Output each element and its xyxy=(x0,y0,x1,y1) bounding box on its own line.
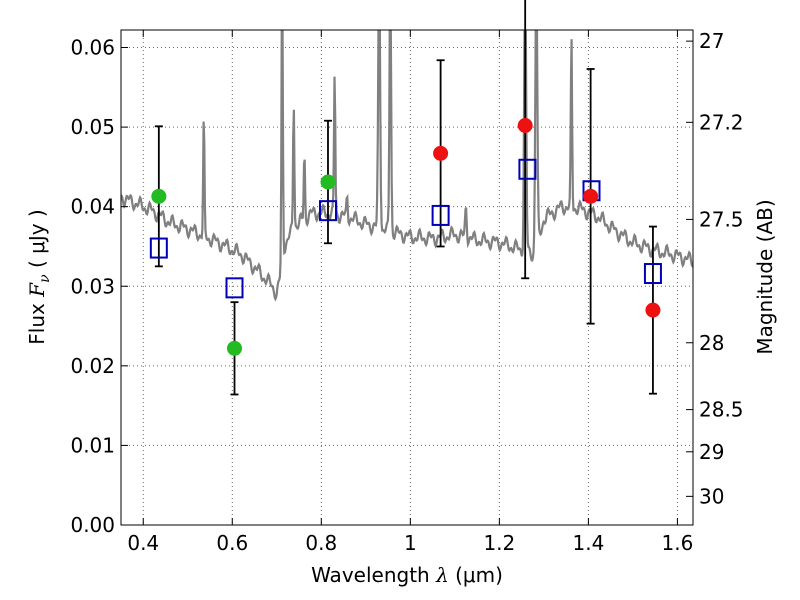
plot-frame xyxy=(120,29,694,526)
y-tick-label: 0.05 xyxy=(70,115,115,139)
observed-point-green xyxy=(320,174,336,190)
y2-axis-label: Magnitude (AB) xyxy=(753,199,777,354)
observed-point-green xyxy=(151,188,167,204)
y2-tick-label: 27.5 xyxy=(699,207,744,231)
y2-tick-label: 30 xyxy=(699,484,724,508)
x-tick-label: 1.4 xyxy=(572,531,604,555)
y2-tick-label: 29 xyxy=(699,440,724,464)
x-tick-label: 1.2 xyxy=(483,531,515,555)
model-photometry-square xyxy=(225,277,244,299)
observed-point-red xyxy=(583,188,599,204)
y2-tick-label: 27 xyxy=(699,29,724,53)
tick-layer: 0.4 0.6 0.8 1 1.2 1.4 1.6 0.00 0.01 0.02 0.03 0.04 0… xyxy=(70,29,743,555)
y-tick-label: 0.06 xyxy=(70,36,115,60)
y-tick-label: 0.03 xyxy=(70,274,115,298)
observed-point-red xyxy=(433,145,449,161)
x-tick-label: 0.6 xyxy=(216,531,248,555)
y-tick-label: 0.02 xyxy=(70,354,115,378)
y2-tick-label: 28.5 xyxy=(699,398,744,422)
x-tick-label: 1.6 xyxy=(662,531,694,555)
model-photometry-square xyxy=(518,158,537,180)
x-tick-label: 0.8 xyxy=(305,531,337,555)
x-tick-label: 1 xyxy=(404,531,417,555)
y2-tick-label: 27.2 xyxy=(699,110,744,134)
y-tick-label: 0.01 xyxy=(70,433,115,457)
x-tick-label: 0.4 xyxy=(127,531,159,555)
plot-background xyxy=(121,30,693,525)
x-axis-label: Wavelength λ (μm) xyxy=(311,563,503,587)
y2-tick-label: 28 xyxy=(699,331,724,355)
y-tick-label: 0.00 xyxy=(70,513,115,537)
observed-point-red xyxy=(517,117,533,133)
y-tick-label: 0.04 xyxy=(70,195,115,219)
model-photometry-square xyxy=(149,237,168,259)
model-photometry-square xyxy=(431,204,450,226)
model-photometry-square xyxy=(318,200,337,222)
y-axis-label: Flux Fν ( μJy ) xyxy=(25,209,53,344)
observed-point-green xyxy=(227,340,243,356)
observed-point-red xyxy=(645,302,661,318)
model-spectrum-line xyxy=(121,30,693,302)
model-spectrum-layer xyxy=(121,30,693,302)
marker-layer xyxy=(149,117,662,356)
model-photometry-square xyxy=(643,263,662,285)
